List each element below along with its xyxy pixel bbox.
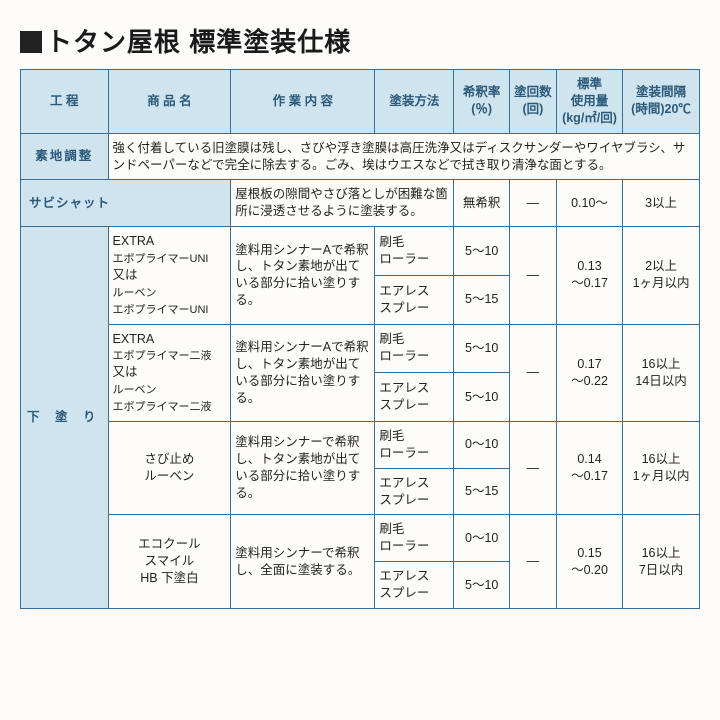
cell-uc3-product: さび止め ルーベン (108, 421, 231, 515)
cell-uc2-d1: 5～10 (454, 324, 510, 373)
cell-uc1-d1: 5～10 (454, 227, 510, 276)
page-title: トタン屋根 標準塗装仕様 (20, 22, 700, 59)
header-row: 工 程 商 品 名 作 業 内 容 塗装方法 希釈率(％) 塗回数(回) 標準使… (21, 70, 700, 134)
col-process: 工 程 (21, 70, 109, 134)
cell-uc2-amount: 0.17～0.22 (556, 324, 622, 421)
cell-sabi-coats: — (509, 180, 556, 227)
cell-uc3-amount: 0.14～0.17 (556, 421, 622, 515)
cell-uc2-task: 塗料用シンナーAで希釈し、トタン素地が出ている部分に拾い塗りする。 (231, 324, 375, 421)
cell-sabi-interval: 3以上 (623, 180, 700, 227)
row-uc1a: 下 塗 り EXTRA エボプライマーUNI 又は ルーベン エボプライマーUN… (21, 227, 700, 276)
cell-uc1-amount: 0.13～0.17 (556, 227, 622, 324)
cell-uc3-task: 塗料用シンナーで希釈し、トタン素地が出ている部分に拾い塗りする。 (231, 421, 375, 515)
col-interval: 塗装間隔(時間)20℃ (623, 70, 700, 134)
row-uc2a: EXTRA エボプライマー二液 又は ルーベン エボプライマー二液 塗料用シンナ… (21, 324, 700, 373)
col-method: 塗装方法 (375, 70, 454, 134)
cell-uc1-m1: 刷毛ローラー (375, 227, 454, 276)
cell-uc3-interval: 16以上1ヶ月以内 (623, 421, 700, 515)
col-product: 商 品 名 (108, 70, 231, 134)
cell-sabi-task: 屋根板の隙間やさび落としが困難な箇所に浸透させるように塗装する。 (231, 180, 454, 227)
cell-substrate-label: 素地調整 (21, 133, 109, 180)
cell-uc4-d2: 5～10 (454, 562, 510, 609)
cell-uc1-coats: — (509, 227, 556, 324)
cell-uc1-product: EXTRA エボプライマーUNI 又は ルーベン エボプライマーUNI (108, 227, 231, 324)
cell-sabi-label: サビシャット (21, 180, 231, 227)
cell-uc4-interval: 16以上7日以内 (623, 515, 700, 609)
cell-uc3-m1: 刷毛ローラー (375, 421, 454, 468)
cell-uc3-d2: 5～15 (454, 468, 510, 515)
cell-sabi-dilution: 無希釈 (454, 180, 510, 227)
cell-uc2-interval: 16以上14日以内 (623, 324, 700, 421)
row-uc4a: エコクール スマイル HB 下塗白 塗料用シンナーで希釈し、全面に塗装する。 刷… (21, 515, 700, 562)
cell-uc4-product: エコクール スマイル HB 下塗白 (108, 515, 231, 609)
col-dilution: 希釈率(％) (454, 70, 510, 134)
cell-uc2-coats: — (509, 324, 556, 421)
cell-uc1-interval: 2以上1ヶ月以内 (623, 227, 700, 324)
spec-table: 工 程 商 品 名 作 業 内 容 塗装方法 希釈率(％) 塗回数(回) 標準使… (20, 69, 700, 609)
cell-uc3-m2: エアレススプレー (375, 468, 454, 515)
cell-uc2-product: EXTRA エボプライマー二液 又は ルーベン エボプライマー二液 (108, 324, 231, 421)
cell-uc2-m2: エアレススプレー (375, 373, 454, 422)
cell-sabi-amount: 0.10～ (556, 180, 622, 227)
cell-uc4-m2: エアレススプレー (375, 562, 454, 609)
col-amount: 標準使用量(kg/㎡/回) (556, 70, 622, 134)
col-coats: 塗回数(回) (509, 70, 556, 134)
cell-uc2-d2: 5～10 (454, 373, 510, 422)
cell-uc4-m1: 刷毛ローラー (375, 515, 454, 562)
cell-uc4-d1: 0～10 (454, 515, 510, 562)
row-substrate: 素地調整 強く付着している旧塗膜は残し、さびや浮き塗膜は高圧洗浄又はディスクサン… (21, 133, 700, 180)
row-sabishut: サビシャット 屋根板の隙間やさび落としが困難な箇所に浸透させるように塗装する。 … (21, 180, 700, 227)
title-text: トタン屋根 標準塗装仕様 (46, 27, 351, 57)
cell-uc3-d1: 0～10 (454, 421, 510, 468)
cell-uc4-coats: — (509, 515, 556, 609)
cell-uc2-m1: 刷毛ローラー (375, 324, 454, 373)
cell-undercoat-label: 下 塗 り (21, 227, 109, 609)
cell-uc1-d2: 5～15 (454, 275, 510, 324)
row-uc3a: さび止め ルーベン 塗料用シンナーで希釈し、トタン素地が出ている部分に拾い塗りす… (21, 421, 700, 468)
col-task: 作 業 内 容 (231, 70, 375, 134)
cell-uc3-coats: — (509, 421, 556, 515)
cell-uc1-task: 塗料用シンナーAで希釈し、トタン素地が出ている部分に拾い塗りする。 (231, 227, 375, 324)
cell-substrate-desc: 強く付着している旧塗膜は残し、さびや浮き塗膜は高圧洗浄又はディスクサンダーやワイ… (108, 133, 699, 180)
cell-uc1-m2: エアレススプレー (375, 275, 454, 324)
cell-uc4-task: 塗料用シンナーで希釈し、全面に塗装する。 (231, 515, 375, 609)
cell-uc4-amount: 0.15～0.20 (556, 515, 622, 609)
